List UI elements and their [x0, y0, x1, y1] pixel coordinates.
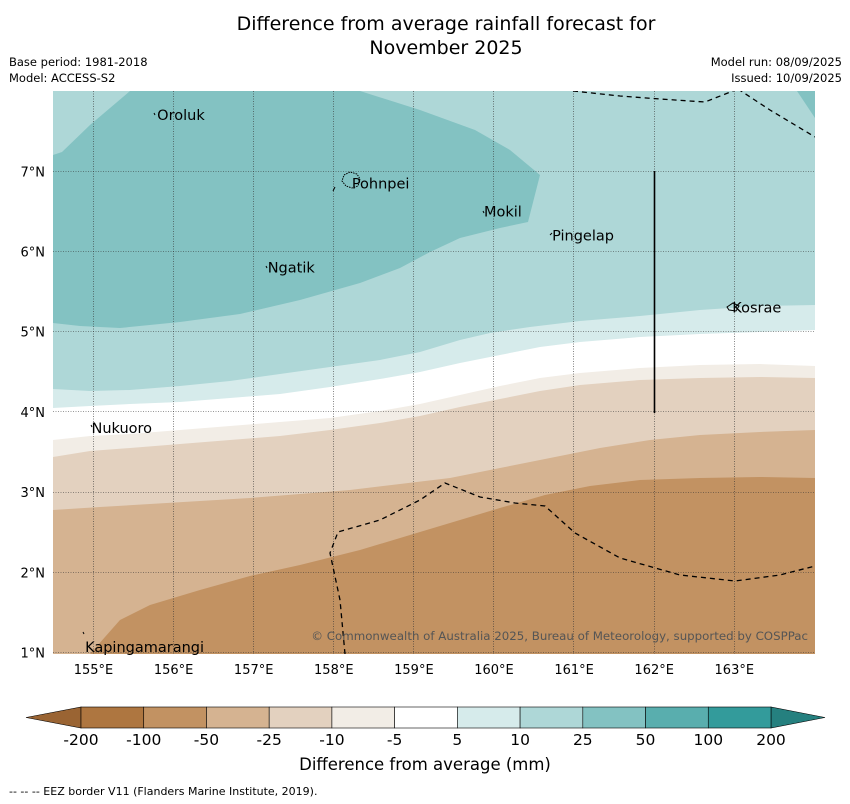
fill-plus-25-nw-edge	[53, 91, 130, 155]
colorbar-tick-label: -10	[319, 731, 344, 749]
pingelap-mark	[549, 232, 553, 236]
lon-tick-label: 158°E	[314, 663, 354, 678]
place-label-kosrae: Kosrae	[732, 301, 781, 317]
place-labels: Oroluk Pohnpei Mokil Pingelap Ngatik Kosrae Nu…	[85, 108, 781, 656]
fill-plus-25	[53, 91, 540, 328]
lon-tick-label: 157°E	[234, 663, 274, 678]
colorbar-tick-label: -100	[126, 731, 161, 749]
nukuoro-mark	[90, 424, 93, 428]
colorbar-tick-label: -5	[387, 731, 402, 749]
ngatik-mark	[265, 265, 268, 269]
kosrae-island-outline	[726, 302, 740, 312]
lat-tick-labels: 1°N 2°N 3°N 4°N 5°N 6°N 7°N	[21, 165, 46, 661]
lon-tick-label: 162°E	[634, 663, 674, 678]
colorbar-segment	[519, 706, 584, 729]
colorbar-over-arrow	[770, 706, 826, 729]
colorbar-segment	[457, 706, 521, 729]
colorbar-tick-label: 5	[452, 731, 462, 749]
colorbar-segment	[394, 706, 458, 729]
place-label-kapingamarangi: Kapingamarangi	[85, 640, 204, 656]
base-period: Base period: 1981-2018	[9, 55, 148, 69]
colorbar-segment	[80, 706, 145, 729]
lat-tick-label: 6°N	[21, 246, 46, 261]
oroluk-mark	[153, 112, 156, 116]
lat-tick-label: 4°N	[21, 406, 46, 421]
place-label-oroluk: Oroluk	[157, 108, 205, 124]
colorbar-tick-label: -50	[194, 731, 219, 749]
kapinga-mark	[82, 631, 85, 635]
lat-tick-label: 7°N	[21, 165, 46, 180]
lat-tick-label: 2°N	[21, 566, 46, 581]
colorbar-tick-label: 50	[636, 731, 656, 749]
model-run: Model run: 08/09/2025	[710, 55, 842, 69]
lon-tick-labels: 155°E 156°E 157°E 158°E 159°E 160°E 161°E 162°E…	[74, 663, 754, 678]
lon-tick-label: 156°E	[154, 663, 194, 678]
colorbar-tick-label: 200	[756, 731, 786, 749]
copyright-text: © Commonwealth of Australia 2025, Bureau…	[311, 629, 808, 643]
fill-plus-25-ne	[797, 91, 815, 118]
pohnpei-reef	[332, 186, 336, 192]
colorbar-tick-label: -25	[257, 731, 282, 749]
lat-tick-label: 1°N	[21, 647, 46, 662]
colorbar-segment	[206, 706, 270, 729]
colorbar	[25, 706, 826, 729]
colorbar-tick-labels: -200 -100 -50 -25 -10 -5 5 10 25 50 100 200	[63, 731, 785, 749]
lat-tick-label: 5°N	[21, 326, 46, 341]
lon-tick-label: 161°E	[554, 663, 594, 678]
chart-title: Difference from average rainfall forecas…	[0, 12, 850, 60]
meta-left: Base period: 1981-2018 Model: ACCESS-S2	[9, 54, 148, 86]
colorbar-segment	[707, 706, 772, 729]
model-name: Model: ACCESS-S2	[9, 71, 116, 85]
eez-footnote: -- -- -- EEZ border V11 (Flanders Marine…	[9, 785, 318, 798]
colorbar-tick-label: 100	[693, 731, 723, 749]
place-label-ngatik: Ngatik	[268, 261, 316, 277]
island-outlines	[82, 112, 740, 635]
colorbar-under-arrow	[25, 706, 82, 729]
gridlines	[53, 91, 815, 654]
lat-tick-label: 3°N	[21, 486, 46, 501]
colorbar-segment	[645, 706, 709, 729]
colorbar-segment	[331, 706, 395, 729]
eez-borders	[329, 91, 815, 654]
colorbar-tick-label: 10	[510, 731, 530, 749]
issued-date: Issued: 10/09/2025	[731, 71, 842, 85]
colorbar-tick-label: -200	[63, 731, 98, 749]
mokil-mark	[482, 210, 485, 214]
colorbar-segment	[582, 706, 646, 729]
meta-right: Model run: 08/09/2025 Issued: 10/09/2025	[711, 54, 842, 86]
colorbar-label: Difference from average (mm)	[299, 755, 551, 774]
title-line-2: November 2025	[369, 37, 523, 59]
lon-tick-label: 155°E	[74, 663, 114, 678]
place-label-pingelap: Pingelap	[552, 228, 614, 244]
colorbar-segment	[143, 706, 207, 729]
place-label-mokil: Mokil	[484, 204, 522, 220]
place-label-pohnpei: Pohnpei	[352, 176, 410, 192]
place-label-nukuoro: Nukuoro	[91, 421, 152, 437]
title-line-1: Difference from average rainfall forecas…	[236, 13, 656, 35]
colorbar-segment	[268, 706, 333, 729]
lon-tick-label: 160°E	[474, 663, 514, 678]
lon-tick-label: 159°E	[394, 663, 434, 678]
contour-fills	[53, 91, 815, 654]
lon-tick-label: 163°E	[715, 663, 755, 678]
colorbar-tick-label: 25	[573, 731, 593, 749]
